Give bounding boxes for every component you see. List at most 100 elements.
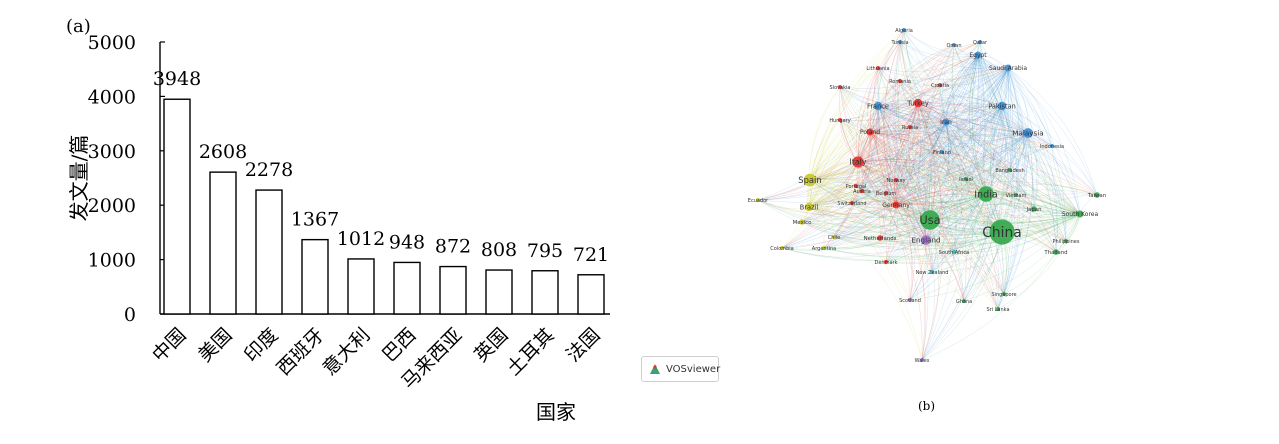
network-edge [921,121,958,361]
network-edge [808,185,1081,215]
network-edge [809,179,1081,225]
network-edge [833,67,1009,238]
network-edge [895,193,987,209]
network-edge [895,41,931,221]
network-edge [885,132,1029,194]
bar-value-label: 1367 [291,209,339,231]
network-edge [781,219,931,252]
network-edge [945,41,981,123]
network-node [822,246,826,250]
network-edge [897,29,931,221]
network-edge [823,121,947,249]
network-edge [879,105,1003,239]
network-node-label: Colombia [770,246,794,252]
network-edge [823,219,931,249]
network-edge [857,151,1011,171]
network-edge [857,29,905,163]
network-edge [809,67,1009,181]
network-edge [977,54,1029,134]
network-node [852,156,864,168]
bar-value-label: 948 [389,231,425,253]
network-node-label: Ecuador [748,198,769,204]
network-edge [917,102,936,221]
network-edge [869,131,987,195]
network-edge [857,102,919,163]
network-edge [877,103,1053,147]
network-edge [902,29,919,104]
network-edge [895,202,1067,242]
network-edge [985,192,1081,215]
network-edge [997,132,1033,310]
network-edge [1027,132,1081,215]
network-edge [903,29,1009,69]
network-edge [965,54,985,180]
network-edge [851,193,987,212]
network-edge [808,206,927,241]
network-node-label: Spain [798,175,821,185]
network-edge [809,179,931,221]
network-edge [985,145,1053,195]
network-edge [857,54,979,163]
network-edge [851,67,1009,204]
network-edge [801,221,927,245]
network-edge [879,132,1029,239]
network-edge [855,102,919,187]
network-edge [895,80,927,241]
network-edge [855,121,947,187]
network-edge [895,204,1057,253]
network-edge [869,131,886,239]
network-edge [1007,67,1053,147]
network-edge [929,215,1067,242]
network-edge [885,121,947,194]
network-edge [833,105,879,238]
network-edge [809,129,1029,181]
network-edge [895,204,1005,295]
network-edge [965,132,1029,180]
network-edge [869,131,1029,147]
network-edge [895,188,1017,206]
network-edge [861,121,947,192]
network-edge [921,193,987,361]
network-node [876,66,880,70]
network-edge [781,105,879,249]
network-edge [945,120,1053,147]
network-edge [895,204,933,273]
network-edge [895,67,1009,181]
network-edge [903,29,1003,233]
network-edge [945,121,973,302]
network-edge [808,197,897,208]
network-edge [869,131,897,181]
network-edge [894,126,911,206]
network-edge [857,158,967,180]
network-edge [1001,105,1014,233]
network-edge [851,54,979,204]
network-edge [833,219,931,240]
network-edge [757,199,810,209]
network-edge [809,171,1035,210]
network-node [1004,64,1012,72]
network-edge [869,131,897,206]
network-edge [909,126,1081,215]
network-edge [931,132,1029,273]
network-edge [809,86,841,181]
network-edge [857,121,947,163]
network-edge [809,179,887,263]
network-edge [809,165,967,181]
vosviewer-badge[interactable]: VOSviewer [641,356,720,382]
network-edge [833,231,1003,250]
network-edge [899,41,1029,134]
network-edge [925,239,999,310]
network-edge [808,105,1003,208]
network-edge [757,199,897,216]
network-edge [895,102,920,206]
network-edge [925,169,1011,241]
network-edge [857,160,987,195]
network-edge [808,206,965,302]
network-edge [781,121,947,249]
network-edge [963,105,1006,302]
network-edge [965,178,1081,215]
network-edge [869,67,1009,133]
network-edge [895,67,1009,206]
network-node-label: Russia [902,125,918,131]
network-edge [899,54,979,82]
